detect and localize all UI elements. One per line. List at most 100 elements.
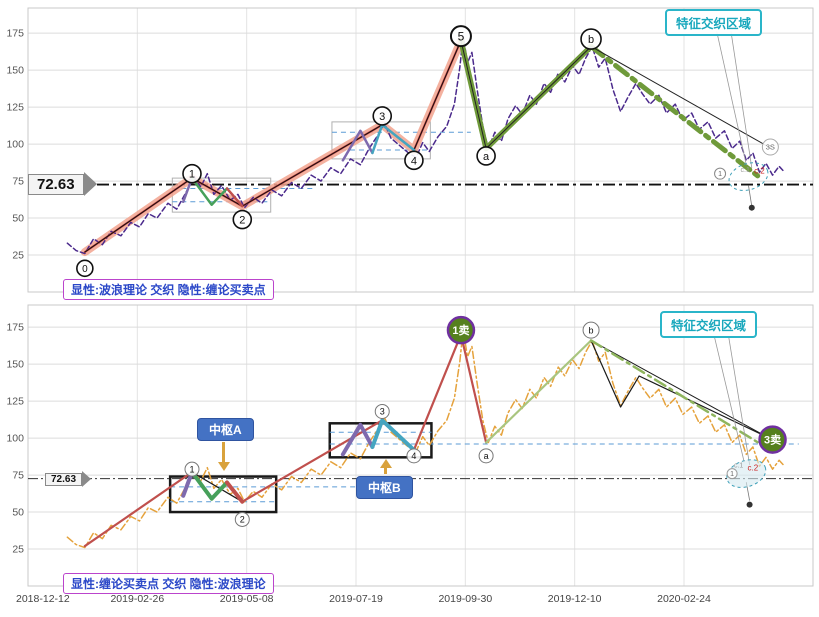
svg-text:1: 1 [189, 169, 195, 181]
wave-marker-4: 4 [406, 448, 422, 464]
wave-marker-a: a [478, 448, 494, 464]
plot-border [27, 7, 814, 293]
series-leader-1 [714, 337, 745, 463]
ref-price-label-top: 72.63 [28, 172, 97, 196]
annotation-text: c.2 [754, 167, 765, 176]
series-correction-green-dashdot [588, 43, 764, 181]
series-abc-thin-black [460, 40, 772, 150]
wave-marker-1: 1 [184, 461, 200, 477]
terminal-dot [748, 204, 755, 211]
svg-text:3S: 3S [766, 143, 775, 152]
sell-1-marker: 1卖 [446, 315, 476, 345]
pivot-b-arrow-icon [379, 459, 392, 474]
svg-text:1: 1 [718, 171, 722, 178]
wave-marker-3: 3 [372, 106, 393, 126]
series-leader-2 [730, 31, 753, 169]
svg-text:0: 0 [82, 264, 88, 275]
svg-text:3: 3 [379, 111, 385, 123]
x-tick-label: 2019-05-08 [220, 593, 274, 605]
series-impulse-core [84, 40, 462, 253]
y-tick-label: 125 [6, 102, 24, 114]
terminal-dot [746, 501, 753, 508]
y-tick-label: 125 [6, 396, 24, 408]
highlight-ellipse [726, 459, 767, 488]
y-tick-label: 100 [6, 139, 24, 151]
annotation-text: c.1 [741, 167, 750, 174]
y-tick-label: 75 [12, 176, 24, 188]
series-pivot-a-red [225, 187, 244, 208]
wave-marker-b: b [582, 321, 600, 339]
x-tick-label: 2019-12-10 [548, 593, 602, 605]
bottom-panel: 25 50 75 100 125 150 175 c.1 c.2 1 2 3 4 a b 1卖 3卖 1 2018-… [0, 304, 819, 617]
series-cluster-drop [748, 185, 753, 207]
ref-price-value-top: 72.63 [28, 173, 84, 195]
series-seg-red-1 [83, 471, 194, 548]
svg-text:3: 3 [380, 407, 385, 417]
wave-marker-3S: 3S [761, 138, 779, 156]
series-leader-2 [728, 337, 750, 466]
x-tick-label: 2020-02-24 [657, 593, 711, 605]
svg-text:a: a [484, 451, 489, 461]
caption-top: 显性:波浪理论 交织 隐性:缠论买卖点 [63, 279, 274, 300]
series-price-orange [66, 329, 786, 549]
bottom-chart-canvas[interactable]: 25 50 75 100 125 150 175 c.1 c.2 1 2 3 4 a b 1卖 3卖 1 2018-… [0, 304, 819, 617]
y-tick-label: 150 [6, 359, 24, 371]
series-seg-red-3 [412, 333, 463, 452]
svg-text:1卖: 1卖 [452, 323, 469, 337]
wave-marker-b: b [580, 28, 602, 50]
caption-text-top: 显性:波浪理论 交织 隐性:缠论买卖点 [71, 283, 266, 297]
pivot-b-callout: 中枢B [356, 476, 413, 499]
wave-marker-4: 4 [404, 150, 424, 171]
ref-price-label-bottom: 72.63 [45, 471, 92, 487]
pivot-a-callout-text: 中枢A [209, 423, 242, 437]
svg-text:b: b [588, 34, 594, 46]
caption-text-bottom: 显性:缠论买卖点 交织 隐性:波浪理论 [71, 577, 266, 591]
svg-text:a: a [483, 151, 490, 163]
x-tick-label: 2019-09-30 [438, 593, 492, 605]
series-pivot-b-teal [370, 418, 416, 452]
series-pivot-a-green [189, 470, 229, 501]
x-tick-label: 2018-12-12 [16, 593, 70, 605]
y-tick-label: 50 [12, 507, 24, 519]
svg-text:4: 4 [411, 451, 416, 461]
pivot-b-callout-text: 中枢B [368, 481, 401, 495]
wave-marker-0: 0 [76, 259, 94, 278]
svg-text:2: 2 [240, 515, 245, 525]
series-pivot-a-red [224, 480, 245, 504]
y-tick-label: 25 [12, 250, 24, 262]
series-seg-red-4 [459, 333, 488, 444]
wave-marker-2: 2 [232, 209, 253, 230]
annotation-text: c.2 [748, 464, 759, 473]
ref-arrow-icon-top [83, 172, 97, 196]
series-price-purple [66, 35, 786, 255]
wave-marker-1: 1 [182, 163, 202, 184]
wave-marker-1: 1 [714, 167, 727, 180]
svg-text:3卖: 3卖 [764, 433, 781, 447]
series-pivot-a-green [190, 176, 229, 206]
y-tick-label: 25 [12, 544, 24, 556]
annotation-text: c.1 [734, 463, 743, 470]
feature-region-text-bottom: 特征交织区域 [670, 319, 746, 333]
y-tick-label: 150 [6, 65, 24, 77]
y-tick-label: 75 [12, 470, 24, 482]
pivot-box-0 [168, 475, 278, 514]
series-leader-1 [716, 31, 747, 166]
y-tick-label: 50 [12, 213, 24, 225]
series-wave-black [84, 333, 770, 547]
feature-region-label-bottom: 特征交织区域 [659, 311, 757, 338]
wave-marker-3: 3 [374, 403, 390, 419]
series-pivot-b-purple [340, 422, 375, 457]
top-panel: 25 50 75 100 125 150 175 c.1 c.2 0 1 2 3 4 5 a b 1 3S 特征交织… [0, 0, 819, 304]
svg-text:5: 5 [458, 29, 465, 43]
x-tick-label: 2019-07-19 [329, 593, 383, 605]
top-chart-canvas[interactable]: 25 50 75 100 125 150 175 c.1 c.2 0 1 2 3 4 5 a b 1 3S [0, 0, 819, 304]
wave-marker-2: 2 [234, 511, 250, 527]
series-pivot-b-purple [341, 129, 374, 162]
feature-region-text-top: 特征交织区域 [675, 17, 751, 31]
y-tick-label: 175 [6, 28, 24, 40]
sell-3-marker: 3卖 [758, 425, 787, 454]
svg-text:1: 1 [189, 464, 194, 474]
plot-border [27, 304, 814, 587]
ref-arrow-icon-bottom [82, 471, 92, 487]
